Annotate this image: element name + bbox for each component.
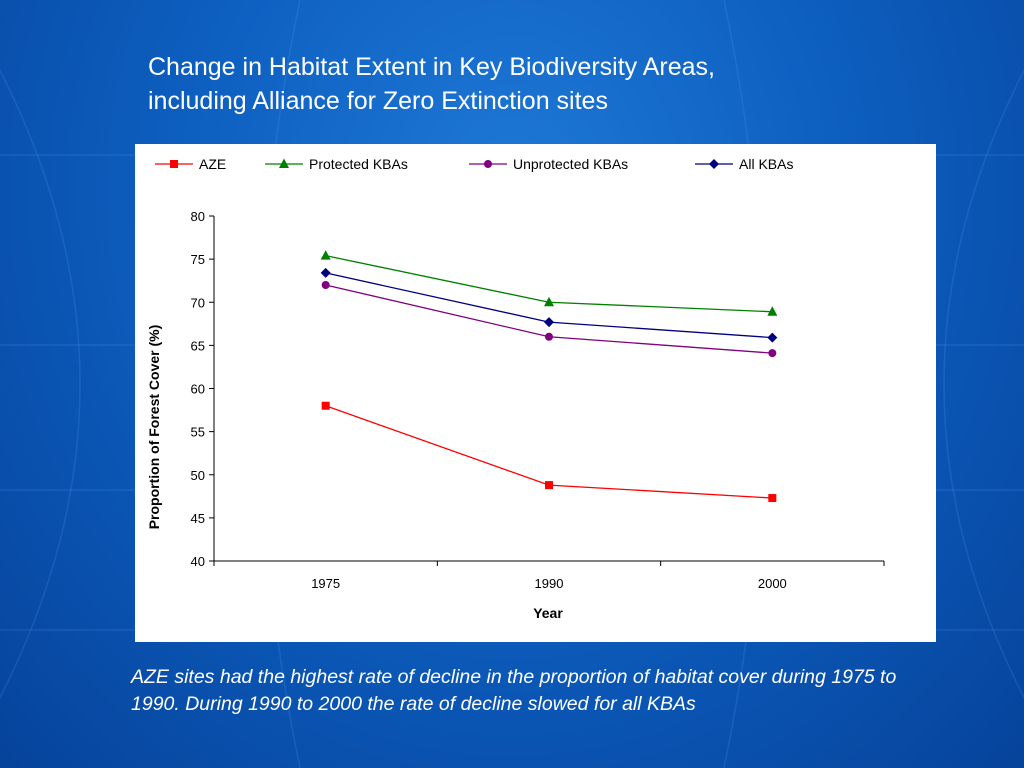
- legend-marker: [279, 158, 289, 168]
- y-tick-label: 40: [191, 554, 205, 569]
- data-point: [321, 401, 330, 410]
- legend-marker: [484, 160, 492, 168]
- slide-title-line-2: including Alliance for Zero Extinction s…: [148, 87, 608, 115]
- line-chart: AZE Protected KBAs Unprotected KBAs All KBA…: [146, 156, 885, 621]
- data-point: [320, 250, 331, 260]
- slide-title: Change in Habitat Extent in Key Biodiver…: [148, 50, 848, 118]
- legend-label: Protected KBAs: [309, 156, 408, 172]
- legend-label: All KBAs: [739, 156, 793, 172]
- x-tick-label: 2000: [758, 576, 787, 591]
- y-tick-label: 80: [191, 209, 205, 224]
- slide-title-line-1: Change in Habitat Extent in Key Biodiver…: [148, 53, 715, 81]
- y-tick-label: 60: [191, 382, 205, 397]
- data-point: [545, 332, 553, 341]
- y-tick-label: 75: [191, 252, 205, 267]
- series-aze: [321, 401, 777, 503]
- legend-label: Unprotected KBAs: [513, 156, 628, 172]
- data-point: [544, 317, 554, 328]
- y-axis-label: Proportion of Forest Cover (%): [146, 325, 162, 530]
- slide-caption: AZE sites had the highest rate of declin…: [131, 666, 897, 715]
- data-point: [321, 281, 330, 289]
- x-tick-label: 1975: [311, 576, 340, 591]
- legend-marker: [170, 160, 178, 168]
- data-point: [545, 481, 553, 490]
- y-tick-label: 50: [191, 468, 205, 483]
- data-point: [768, 494, 777, 503]
- data-point: [768, 349, 777, 358]
- legend-entry: AZE: [155, 156, 226, 172]
- chart-series: [320, 250, 778, 503]
- series-protected-kbas: [320, 250, 778, 316]
- x-tick-label: 1990: [535, 576, 564, 591]
- data-point: [544, 296, 554, 307]
- series-all-kbas: [320, 267, 778, 343]
- series-unprotected-kbas: [321, 281, 777, 358]
- legend-entry: All KBAs: [695, 156, 793, 172]
- y-tick-label: 55: [191, 425, 205, 440]
- y-tick-label: 65: [191, 338, 205, 353]
- x-axis-label: Year: [533, 605, 563, 621]
- legend-marker: [709, 159, 719, 169]
- data-point: [320, 267, 331, 278]
- legend-entry: Protected KBAs: [265, 156, 408, 172]
- data-point: [767, 332, 778, 343]
- legend-label: AZE: [199, 156, 226, 172]
- chart-legend: AZE Protected KBAs Unprotected KBAs All KBA…: [155, 156, 793, 172]
- y-tick-label: 70: [191, 295, 205, 310]
- y-tick-label: 45: [191, 511, 205, 526]
- legend-entry: Unprotected KBAs: [469, 156, 628, 172]
- data-point: [767, 306, 778, 316]
- chart-panel: AZE Protected KBAs Unprotected KBAs All KBA…: [135, 144, 936, 642]
- chart-axes: 40 45 50 55 60 65 70 75 80 1975 1990 2000: [191, 209, 885, 591]
